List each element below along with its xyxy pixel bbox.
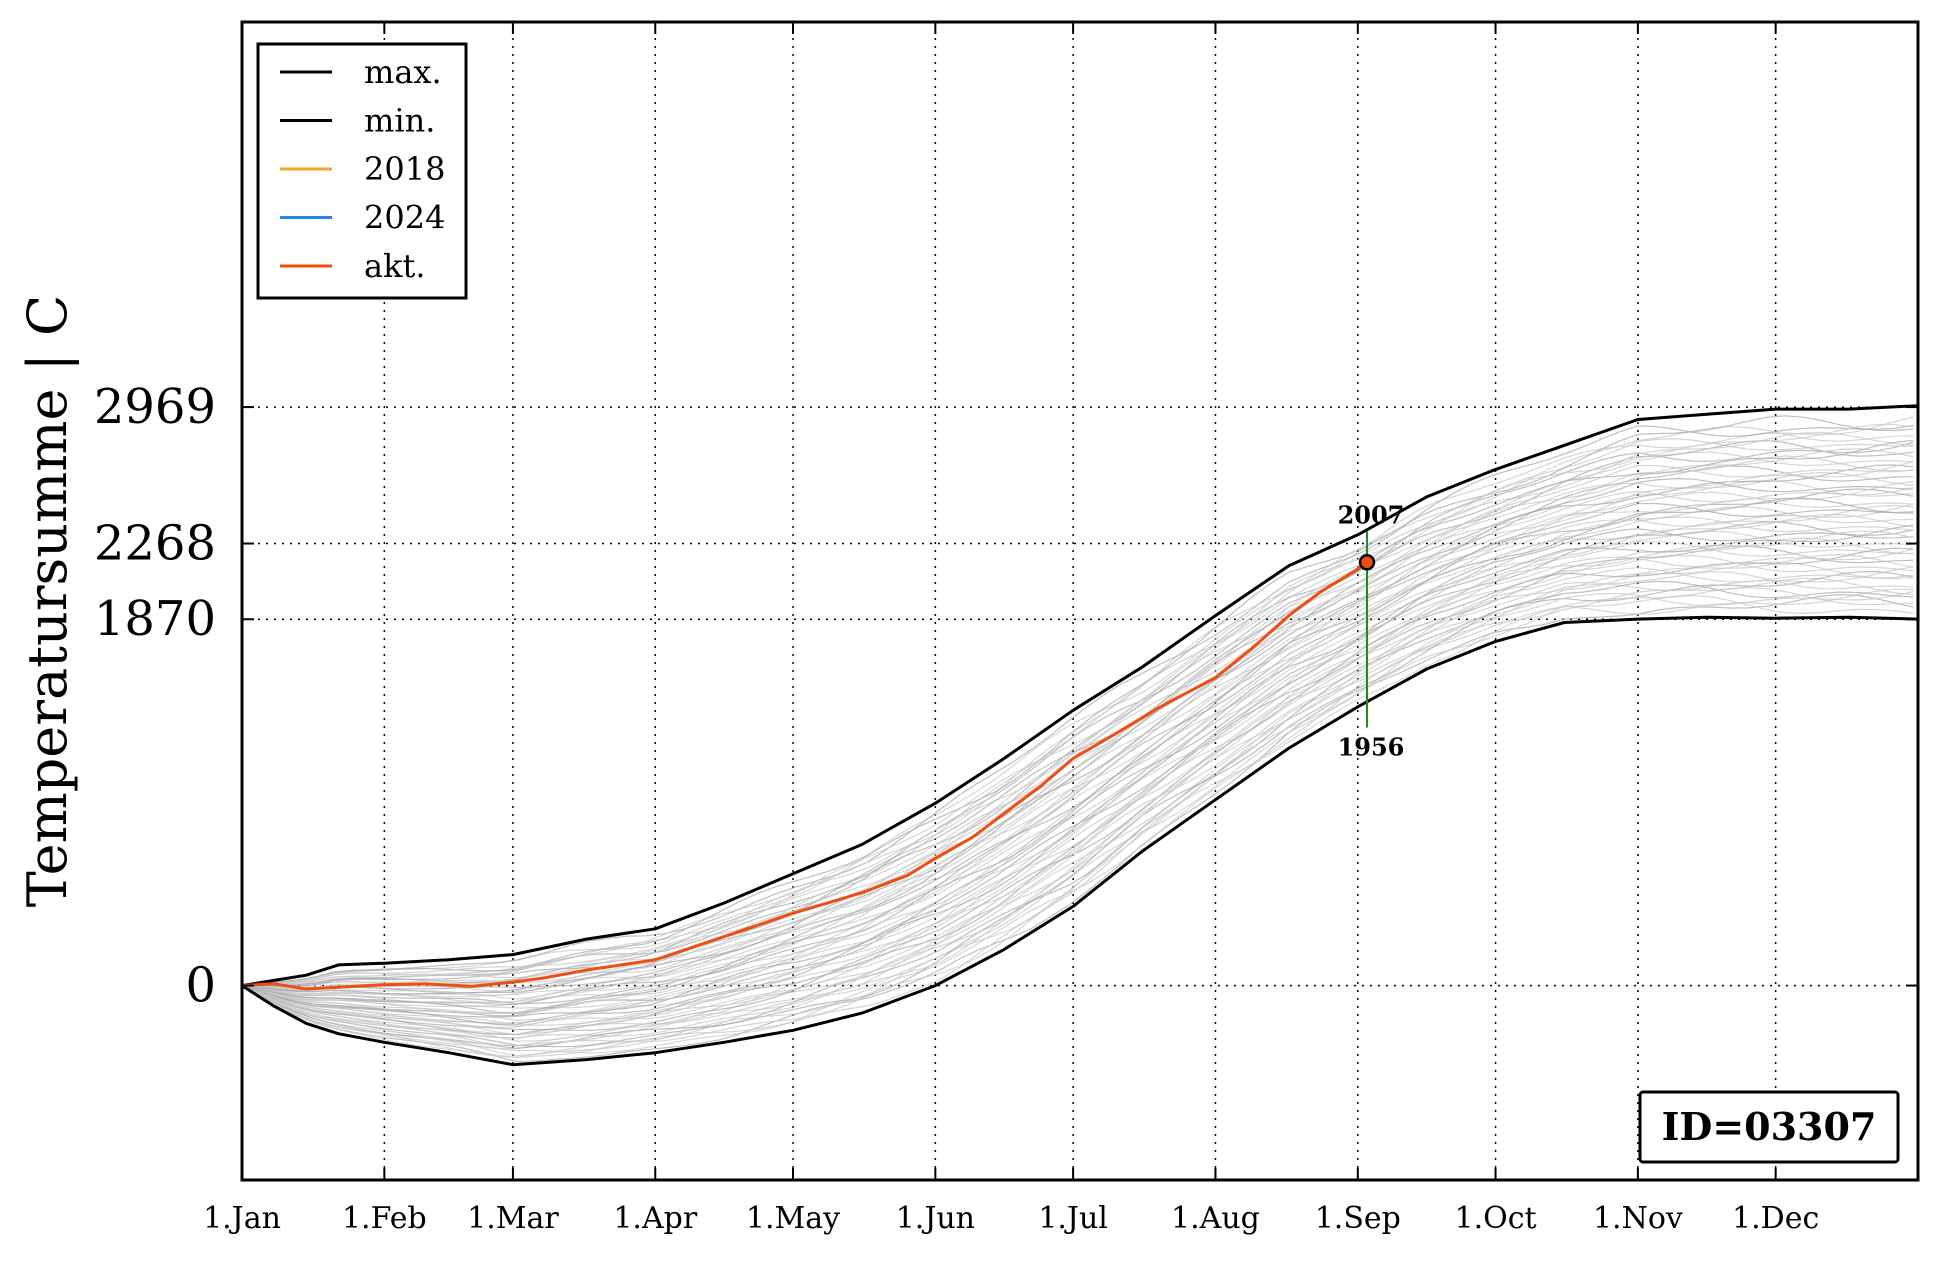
historical-year-line [241,464,1914,992]
x-tick-label: 1.Jun [896,1201,975,1236]
historical-year-line [241,524,1914,1018]
historical-year-line [241,514,1914,1022]
y-tick-label: 0 [185,958,216,1014]
historical-year-line [241,580,1914,1049]
x-tick-label: 1.Aug [1171,1201,1260,1236]
x-tick-label: 1.Dec [1732,1201,1819,1236]
y-tick-label: 1870 [94,591,216,647]
station-id-frame [1638,1090,1900,1164]
historical-year-line [241,548,1914,1029]
legend-label: min. [364,102,435,140]
historical-year-line [241,571,1914,1047]
station-id-label: ID=03307 [1662,1104,1877,1149]
min-line [241,615,1919,1067]
historical-year-line [241,567,1914,1039]
historical-year-line [241,586,1914,1058]
legend-label: 2024 [364,199,445,237]
legend-frame [256,42,468,300]
x-tick-label: 1.Apr [613,1201,697,1236]
historical-year-line [241,424,1914,987]
series-lines [241,404,1919,1067]
historical-year-line [241,471,1914,1000]
historical-year-line [241,423,1914,987]
x-axis-ticks: 1.Jan 1.Feb 1.Mar 1.Apr 1.May 1.Jun 1.Jul 1.Aug… [203,22,1819,1236]
x-tick-label: 1.Sep [1315,1201,1401,1236]
historical-year-line [241,415,1914,987]
legend-label: 2018 [364,150,445,188]
max-line [241,404,1919,988]
historical-year-line [241,481,1914,998]
current-year-line [241,561,1368,991]
historical-year-line [241,506,1914,1015]
legend-label: max. [364,53,442,91]
range-min-year-label: 1956 [1338,732,1405,761]
y-axis-label: Temperatursumme | C [16,295,79,908]
historical-year-line [241,448,1914,988]
historical-year-line [241,491,1914,1004]
historical-year-line [242,439,1914,987]
x-tick-label: 1.Nov [1593,1201,1683,1236]
historical-year-line [241,438,1914,987]
legend-label: akt. [364,247,426,285]
historical-year-line [241,547,1914,1031]
station-id-box: ID=03307 [1638,1090,1900,1164]
x-tick-label: 1.Jul [1038,1201,1108,1236]
historical-year-line [241,431,1914,987]
x-tick-label: 1.Oct [1455,1201,1537,1236]
range-marker: 2007 1956 [1338,500,1405,761]
y-tick-label: 2268 [94,516,216,572]
historical-year-line [241,477,1914,995]
range-max-year-label: 2007 [1338,500,1405,529]
x-tick-label: 1.Feb [342,1201,427,1236]
historical-year-line [241,439,1914,987]
x-tick-label: 1.Mar [467,1201,559,1236]
y-axis-ticks: 0 1870 2268 2969 [94,379,1918,1014]
historical-year-line [241,502,1914,1005]
legend: max. min. 2018 2024 akt. [256,42,468,300]
x-tick-label: 1.Jan [203,1201,281,1236]
y-tick-label: 2969 [94,379,216,435]
historical-year-line [241,497,1914,1014]
historical-year-line [241,553,1914,1042]
plot-frame [240,20,1920,1182]
historical-year-line [241,537,1914,1036]
x-tick-label: 1.May [746,1201,840,1236]
current-value-point [1358,554,1376,571]
